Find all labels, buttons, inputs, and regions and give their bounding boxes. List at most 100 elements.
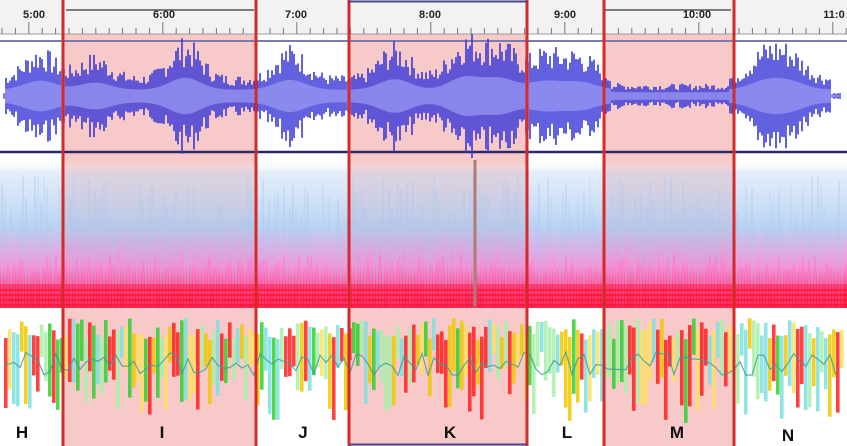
feature-bar: [740, 323, 744, 356]
feature-bar: [116, 330, 120, 409]
feature-bar: [352, 322, 356, 354]
feature-bar: [540, 322, 544, 353]
feature-bar: [532, 333, 536, 415]
feature-bar: [712, 330, 716, 409]
feature-bar: [704, 328, 708, 366]
feature-bar: [364, 321, 368, 405]
feature-bar: [76, 323, 80, 391]
feature-bar: [244, 336, 248, 401]
feature-bar: [120, 326, 124, 358]
feature-contour: [3, 350, 837, 378]
feature-bar: [408, 328, 412, 384]
feature-bar: [472, 326, 476, 397]
feature-bar: [672, 337, 676, 382]
feature-bar: [752, 320, 756, 377]
feature-bar: [388, 334, 392, 408]
feature-bar: [536, 322, 540, 367]
feature-bar: [368, 335, 372, 384]
feature-bar: [96, 334, 100, 385]
feature-bar: [240, 324, 244, 360]
tick-label-10: 10:00: [683, 9, 711, 21]
feature-bar: [212, 332, 216, 386]
feature-bar: [184, 318, 188, 400]
feature-bar: [160, 338, 164, 378]
feature-bar: [824, 338, 828, 390]
feature-bar: [196, 329, 200, 410]
feature-bar: [620, 320, 624, 383]
feature-bar: [136, 334, 140, 382]
feature-bar: [36, 336, 40, 392]
feature-bar: [800, 326, 804, 385]
feature-bar: [576, 329, 580, 403]
feature-bar: [516, 334, 520, 368]
feature-bar: [192, 335, 196, 394]
feature-bar: [728, 325, 732, 375]
segment-label-l: L: [562, 423, 572, 442]
feature-bar: [832, 329, 836, 378]
feature-bar: [220, 333, 224, 381]
feature-bar: [632, 327, 636, 411]
segment-label-j: J: [298, 423, 307, 442]
feature-bar: [452, 318, 456, 372]
feature-bar: [384, 336, 388, 411]
feature-bar: [112, 329, 116, 380]
feature-bar: [72, 319, 76, 383]
feature-bar: [592, 329, 596, 379]
feature-bar: [656, 329, 660, 384]
feature-bar: [224, 338, 228, 384]
spectrogram: [0, 160, 847, 308]
feature-bar: [188, 334, 192, 401]
feature-bar: [644, 328, 648, 406]
feature-bar: [44, 332, 48, 382]
tick-label-8: 8:00: [419, 9, 441, 21]
feature-bar: [696, 329, 700, 411]
feature-bar: [544, 320, 548, 381]
feature-bar: [568, 336, 572, 421]
tick-label-9: 9:00: [554, 9, 576, 21]
feature-bar: [284, 336, 288, 377]
feature-bar: [836, 332, 840, 413]
tick-label-5: 5:00: [23, 9, 45, 21]
feature-bar: [700, 322, 704, 396]
feature-bar: [572, 319, 576, 394]
feature-bar: [604, 330, 608, 381]
feature-bar: [500, 337, 504, 370]
feature-bar: [360, 320, 364, 354]
feature-bar: [608, 323, 612, 377]
feature-bar: [468, 332, 472, 412]
feature-bar: [92, 325, 96, 399]
feature-bar: [612, 338, 616, 389]
feature-bar: [660, 318, 664, 378]
feature-bar: [88, 322, 92, 372]
feature-bar: [316, 332, 320, 367]
feature-bar: [440, 331, 444, 374]
feature-bar: [268, 336, 272, 415]
feature-bar: [132, 332, 136, 388]
feature-track[interactable]: [3, 318, 844, 423]
feature-bar: [252, 331, 256, 365]
feature-bar: [820, 331, 824, 373]
feature-bar: [64, 335, 68, 379]
feature-bar: [100, 337, 104, 395]
feature-bar: [68, 318, 72, 383]
feature-bar: [688, 324, 692, 407]
feature-bar: [564, 329, 568, 408]
feature-bar: [476, 339, 480, 385]
tick-label-11: 11:0: [823, 9, 844, 21]
feature-bar: [228, 322, 232, 358]
spectrogram-track[interactable]: [0, 160, 847, 308]
feature-bar: [20, 321, 24, 352]
feature-bar: [356, 323, 360, 367]
feature-bar: [232, 337, 236, 381]
feature-bar: [48, 323, 52, 397]
feature-bar: [396, 326, 400, 359]
feature-bars: [3, 318, 844, 423]
feature-bar: [172, 322, 176, 377]
feature-bar: [340, 327, 344, 362]
feature-bar: [320, 329, 324, 376]
feature-bar: [24, 326, 28, 405]
waveform-track[interactable]: [0, 34, 847, 158]
feature-bar: [248, 328, 252, 367]
feature-bar: [804, 325, 808, 410]
feature-bar: [392, 336, 396, 405]
